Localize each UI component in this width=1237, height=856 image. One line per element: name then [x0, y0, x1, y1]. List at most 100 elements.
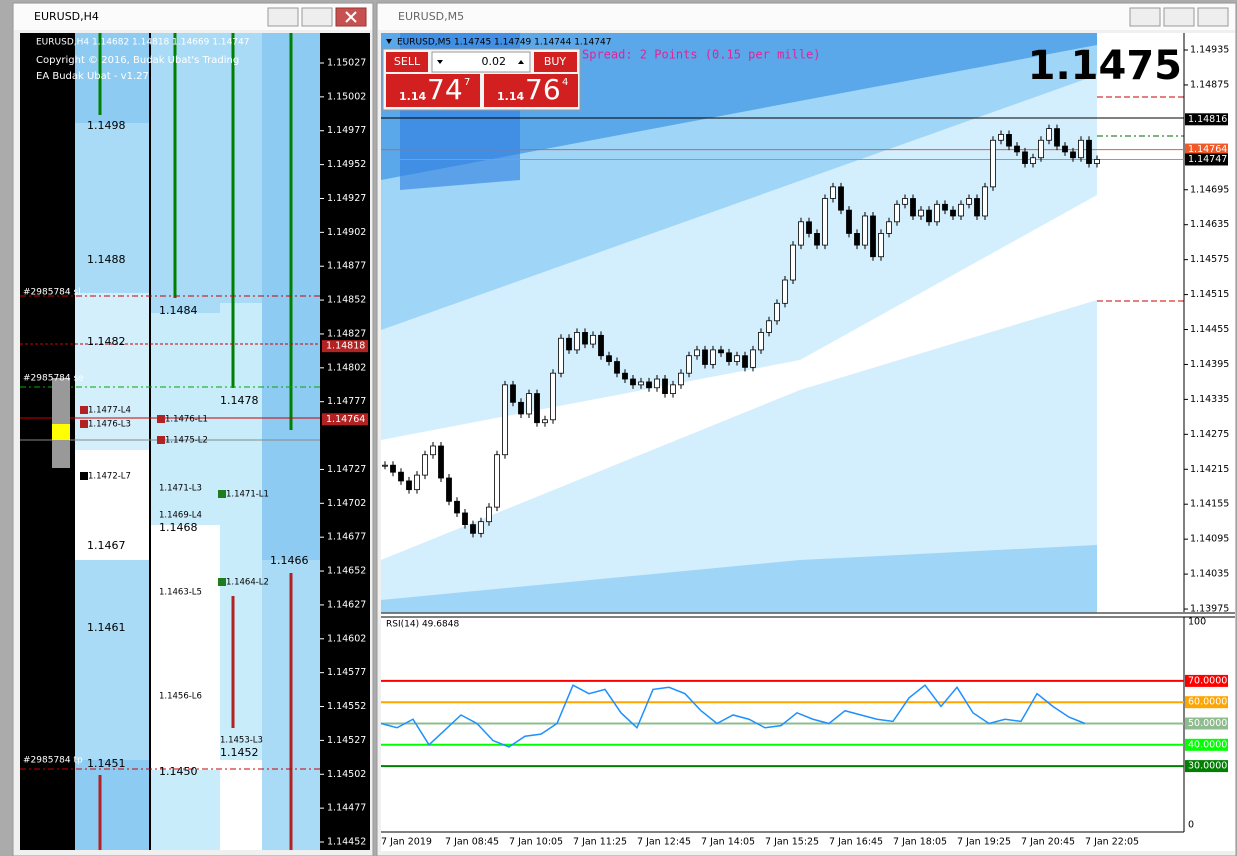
candle-body	[1062, 145, 1068, 153]
time-label: 7 Jan 11:25	[573, 837, 627, 848]
candle-body	[430, 445, 436, 456]
candle-body	[942, 203, 948, 211]
candle-body	[1006, 134, 1012, 147]
price-label: 1.14802	[327, 362, 366, 373]
price-marker	[1185, 113, 1228, 126]
level-label: 1.1471-L3	[159, 484, 202, 494]
time-label: 7 Jan 18:05	[893, 837, 947, 848]
candle-body	[966, 198, 972, 205]
order-marker	[80, 420, 88, 428]
ea-name: EA Budak Ubat - v1.27	[36, 71, 149, 82]
candle-body	[686, 355, 692, 374]
candle-body	[814, 233, 820, 246]
candle-body	[606, 355, 612, 362]
maximize-button[interactable]	[301, 7, 333, 27]
candle-body	[934, 203, 940, 223]
maximize-button[interactable]	[1163, 7, 1195, 27]
price-label: 1.14095	[1190, 534, 1229, 545]
level-label: 1.1461	[87, 621, 126, 634]
candle-body	[1094, 159, 1100, 164]
rsi-tick: 0	[1188, 820, 1194, 831]
level-label: 1.1452	[220, 746, 259, 759]
bid-box[interactable]	[386, 74, 480, 107]
candle-body	[1086, 139, 1092, 164]
level-label: 1.1466	[270, 554, 309, 567]
level-label: 1.1482	[87, 335, 126, 348]
candle-body	[534, 393, 540, 424]
price-label: 1.14702	[327, 498, 366, 509]
candle-body	[422, 454, 428, 476]
candle-body	[750, 349, 756, 368]
price-marker-label: 1.14816	[1188, 114, 1227, 125]
price-marker-label: 1.14764	[1188, 144, 1227, 155]
zone	[75, 33, 150, 123]
candle-body	[502, 384, 508, 456]
buy-label: BUY	[544, 55, 567, 68]
price-label: 1.14902	[327, 227, 366, 238]
candle-body	[854, 233, 860, 246]
level-label: 1.1464-L2	[226, 578, 269, 588]
rsi-level-tag	[1185, 738, 1228, 751]
rsi-level-label: 40.0000	[1188, 739, 1227, 750]
candle-body	[726, 352, 732, 362]
price-label: 1.14602	[327, 633, 366, 644]
time-label: 7 Jan 19:25	[957, 837, 1011, 848]
time-label: 7 Jan 20:45	[1021, 837, 1075, 848]
candle-body	[798, 221, 804, 246]
zone	[75, 123, 150, 293]
time-label: 7 Jan 08:45	[445, 837, 499, 848]
close-button[interactable]	[1197, 7, 1229, 27]
candle-body	[446, 477, 452, 502]
price-label: 1.14575	[1190, 254, 1229, 265]
level-label: 1.1475-L2	[165, 436, 208, 446]
buy-button[interactable]	[534, 52, 577, 72]
close-icon	[345, 11, 357, 23]
price-label: 1.14452	[327, 837, 366, 848]
price-label: 1.14215	[1190, 464, 1229, 475]
zone	[150, 33, 220, 313]
left-title: EURUSD,H4	[34, 10, 99, 23]
collapse-icon[interactable]	[386, 39, 392, 44]
price-label: 1.14935	[1190, 45, 1229, 56]
candle-body	[998, 134, 1004, 141]
order-marker	[218, 490, 226, 498]
level-label: 1.1456-L6	[159, 692, 202, 702]
price-label: 1.14527	[327, 735, 366, 746]
ask-box[interactable]	[484, 74, 578, 107]
candle-body	[782, 279, 788, 304]
price-label: 1.14455	[1190, 324, 1229, 335]
level-label: 1.1463-L5	[159, 588, 202, 598]
candle-body	[894, 203, 900, 223]
candle-body	[1014, 145, 1020, 153]
price-label: 1.14477	[327, 803, 366, 814]
price-label: 1.14635	[1190, 219, 1229, 230]
minimize-button[interactable]	[267, 7, 299, 27]
order-marker	[80, 472, 88, 480]
candle-body	[470, 524, 476, 534]
candle-body	[558, 337, 564, 374]
sell-button[interactable]	[386, 52, 428, 72]
bid-small: 7	[464, 77, 470, 88]
big-price: 1.1475	[1028, 43, 1182, 89]
lot-input[interactable]	[431, 51, 531, 73]
candle-body	[438, 445, 444, 479]
candle-body	[654, 378, 660, 389]
lot-value: 0.02	[482, 55, 507, 68]
candle-body	[582, 332, 588, 345]
price-label: 1.14827	[327, 328, 366, 339]
candle-body	[478, 521, 484, 534]
price-label: 1.15027	[327, 58, 366, 69]
level-label: 1.1453-L3	[220, 736, 263, 746]
right-header: EURUSD,M5 1.14745 1.14749 1.14744 1.1474…	[397, 38, 611, 48]
level-label: 1.1484	[159, 304, 198, 317]
candle-body	[742, 355, 748, 368]
order-marker	[157, 436, 165, 444]
minimize-button[interactable]	[1129, 7, 1161, 27]
candle-body	[862, 215, 868, 246]
candle-body	[846, 209, 852, 234]
price-label: 1.13975	[1190, 604, 1229, 615]
level-label: 1.1450	[159, 765, 198, 778]
candle-body	[694, 349, 700, 357]
price-label: 1.14577	[327, 667, 366, 678]
